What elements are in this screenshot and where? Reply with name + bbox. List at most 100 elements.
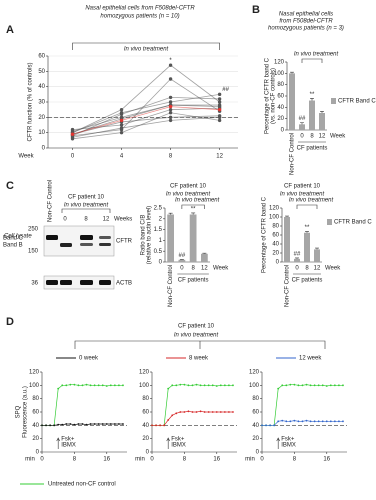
data-point [155,424,157,427]
x-axis-label: Week [18,154,34,160]
data-point [168,111,173,115]
significance-label: ** [305,225,310,231]
x-tick-label: 12 [319,134,326,140]
y-tick-label: 120 [249,370,260,376]
data-point [217,100,222,104]
data-point [119,123,124,127]
panel-label: D [6,316,14,328]
bar [189,214,197,262]
chart-subtitle: In vivo treatment [166,192,211,198]
legend-label: Untreated non-CF control [48,482,116,488]
data-point [122,384,124,387]
data-point [168,118,173,123]
data-point [317,420,320,423]
data-point [101,423,104,425]
data-point [171,384,174,387]
data-point [203,384,206,387]
annotation: Fsk+ [281,437,295,443]
x-tick-label: Non-CF Control [290,133,296,175]
y-tick-label: 1 [159,238,163,244]
data-point [195,383,198,386]
x-axis-label: Week [325,266,341,272]
data-point [321,384,324,387]
annotation: IBMX [171,443,186,449]
data-point [119,127,124,132]
data-point [45,424,47,427]
y-tick-label: 2 [159,216,163,222]
data-point [297,384,300,387]
series-line [72,93,220,134]
data-point [309,420,312,423]
y-tick-label: 0 [276,260,280,266]
bar [284,217,290,262]
data-point [97,384,100,387]
bracket [74,340,326,349]
data-point [77,423,80,425]
data-point [211,384,214,387]
x-tick-label: 8 [310,134,314,140]
chart-title: Nasal epithelial cells [279,12,333,18]
blot-protein: ACTB [116,281,132,287]
data-point [183,383,186,386]
error-bar [305,231,309,233]
blot-patient: CF patient 10 [68,195,105,201]
x-tick-label: 0 [260,457,264,463]
y-axis-label: (vs. non-CF controls) [271,68,277,124]
y-tick-label: 120 [269,206,280,212]
y-tick-label: 60 [252,410,259,416]
x-tick-label: 12 [216,154,223,160]
data-point [261,424,263,427]
error-bar [310,97,314,101]
data-point [171,414,174,417]
y-tick-label: 40 [272,242,279,248]
y-tick-label: 0 [159,260,163,266]
data-point [101,384,104,387]
blot-marker: 250 [28,227,39,233]
blot-band [99,236,111,239]
chart-title: Nasal epithelial cells from F508del-CFTR [85,6,195,12]
legend-label: CFTR Band C [334,220,372,226]
data-point [191,411,194,413]
bracket-label: In vivo treatment [289,198,334,204]
x-tick-label: 8 [183,457,187,463]
data-point [113,423,116,425]
y-tick-label: 40 [38,84,45,90]
y-tick-label: 120 [29,370,40,376]
data-point [119,107,124,112]
series-line [72,106,220,135]
bar [289,73,295,130]
data-point [301,420,304,423]
panel-label: A [6,24,14,36]
data-point [203,411,206,413]
panel-label: B [252,4,260,16]
y-axis-label: Ratio band C/B [141,215,147,256]
y-tick-label: 120 [274,60,285,66]
significance-label: ## [294,252,301,258]
x-tick-label: 4 [120,154,124,160]
data-point [81,384,84,387]
data-point [333,384,336,387]
chart-title: homozygous patients (n = 10) [100,14,179,20]
data-point [333,420,336,423]
data-point [223,411,226,413]
data-point [73,423,76,426]
bar [167,214,174,262]
data-point [217,118,222,123]
bar [294,258,300,262]
data-point [41,424,43,427]
legend-swatch [327,219,332,225]
y-tick-label: 100 [269,215,280,221]
series-line [72,64,220,134]
y-tick-label: 20 [38,115,45,121]
y-tick-label: 40 [252,423,259,429]
x-tick-label: 12 [314,266,321,272]
x-tick-label: 16 [323,457,330,463]
y-tick-label: 20 [32,436,39,442]
data-point [179,383,182,386]
data-point [167,419,170,421]
data-point [105,385,108,387]
bracket-label: In vivo treatment [294,52,339,58]
x-tick-label: 16 [213,457,220,463]
y-axis-label: (relative to actin level) [147,206,153,264]
data-point [329,420,332,423]
